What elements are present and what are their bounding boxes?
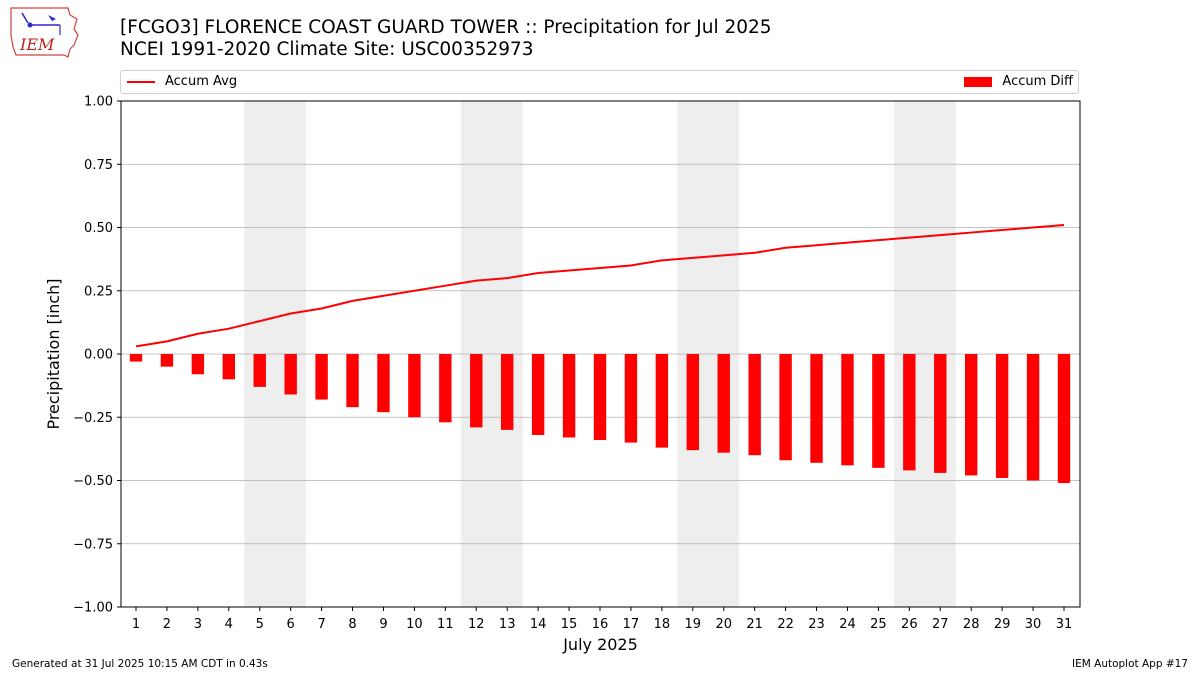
y-tick-label: −1.00 [73,601,113,616]
x-tick-label: 7 [317,617,325,632]
x-tick-label: 31 [1056,617,1073,632]
chart-legend: Accum Avg Accum Diff [120,70,1079,94]
x-tick-label: 19 [685,617,702,632]
bar-day-4 [222,354,235,380]
bar-day-11 [439,354,452,423]
y-tick-label: −0.75 [73,537,113,552]
bar-day-1 [129,354,143,362]
bar-day-27 [934,354,947,473]
x-tick-label: 15 [561,617,578,632]
x-tick-label: 3 [194,617,202,632]
x-tick-label: 6 [287,617,295,632]
x-tick-label: 24 [839,617,856,632]
bar-day-31 [1057,354,1071,484]
bar-day-12 [470,354,483,428]
bar-day-8 [346,354,359,408]
y-tick-label: 0.25 [84,284,113,299]
x-tick-label: 11 [437,617,454,632]
bar-day-26 [903,354,916,471]
bar-day-2 [160,354,174,367]
bar-day-20 [717,354,730,453]
footer-app-id: IEM Autoplot App #17 [1072,658,1188,670]
legend-line-swatch [127,80,155,83]
bar-day-15 [562,354,576,438]
x-tick-label: 16 [592,617,609,632]
footer-generated: Generated at 31 Jul 2025 10:15 AM CDT in… [12,658,268,670]
plot-frame [120,100,1081,608]
x-tick-label: 18 [654,617,671,632]
bar-day-28 [965,354,978,476]
y-tick-label: 0.00 [84,348,113,363]
bar-day-6 [284,354,297,395]
legend-item-bar: Accum Diff [964,74,1073,89]
bar-day-30 [1026,354,1040,481]
legend-label-line: Accum Avg [165,74,238,89]
title-line-2: NCEI 1991-2020 Climate Site: USC00352973 [120,39,534,60]
x-tick-label: 20 [715,617,732,632]
bar-day-22 [779,354,792,461]
bar-day-5 [253,354,266,387]
x-tick-label: 10 [406,617,423,632]
legend-bar-swatch [964,76,993,87]
bar-day-19 [686,354,699,451]
x-tick-label: 22 [777,617,794,632]
x-tick-label: 26 [901,617,918,632]
x-axis-label: July 2025 [562,635,638,654]
x-tick-label: 21 [746,617,763,632]
x-tick-label: 2 [163,617,171,632]
bar-day-9 [377,354,390,413]
logo-text: IEM [19,35,55,54]
bar-day-14 [531,354,545,435]
bar-day-21 [748,354,761,456]
bar-day-17 [624,354,638,443]
x-tick-label: 8 [348,617,356,632]
bar-day-29 [995,354,1009,478]
bar-day-10 [408,354,421,418]
y-tick-label: 0.50 [84,221,113,236]
legend-label-bar: Accum Diff [1002,74,1073,89]
x-tick-label: 12 [468,617,485,632]
bar-day-13 [501,354,514,430]
x-tick-label: 1 [132,617,140,632]
x-tick-label: 4 [225,617,233,632]
y-tick-label: 1.00 [84,95,113,110]
x-tick-label: 25 [870,617,887,632]
x-tick-label: 23 [808,617,825,632]
bar-day-24 [841,354,854,466]
bar-day-18 [655,354,669,448]
x-tick-label: 14 [530,617,547,632]
accum-avg-line [135,223,1065,348]
x-tick-label: 29 [994,617,1011,632]
x-tick-label: 30 [1025,617,1042,632]
iem-logo-icon: IEM [10,7,79,58]
x-tick-label: 5 [256,617,264,632]
x-tick-label: 27 [932,617,949,632]
y-tick-label: −0.50 [73,474,113,489]
x-tick-label: 9 [379,617,387,632]
bar-day-16 [593,354,607,441]
bar-day-25 [872,354,885,468]
y-axis-label: Precipitation [inch] [44,278,63,429]
x-tick-label: 28 [963,617,980,632]
y-tick-label: 0.75 [84,158,113,173]
x-tick-label: 17 [623,617,640,632]
bar-day-3 [191,354,205,375]
bar-day-23 [810,354,823,463]
legend-item-line: Accum Avg [127,74,237,89]
chart-title: [FCGO3] FLORENCE COAST GUARD TOWER :: Pr… [120,17,772,61]
x-tick-label: 13 [499,617,516,632]
title-line-1: [FCGO3] FLORENCE COAST GUARD TOWER :: Pr… [120,17,772,38]
bar-day-7 [315,354,328,400]
y-tick-label: −0.25 [73,411,113,426]
